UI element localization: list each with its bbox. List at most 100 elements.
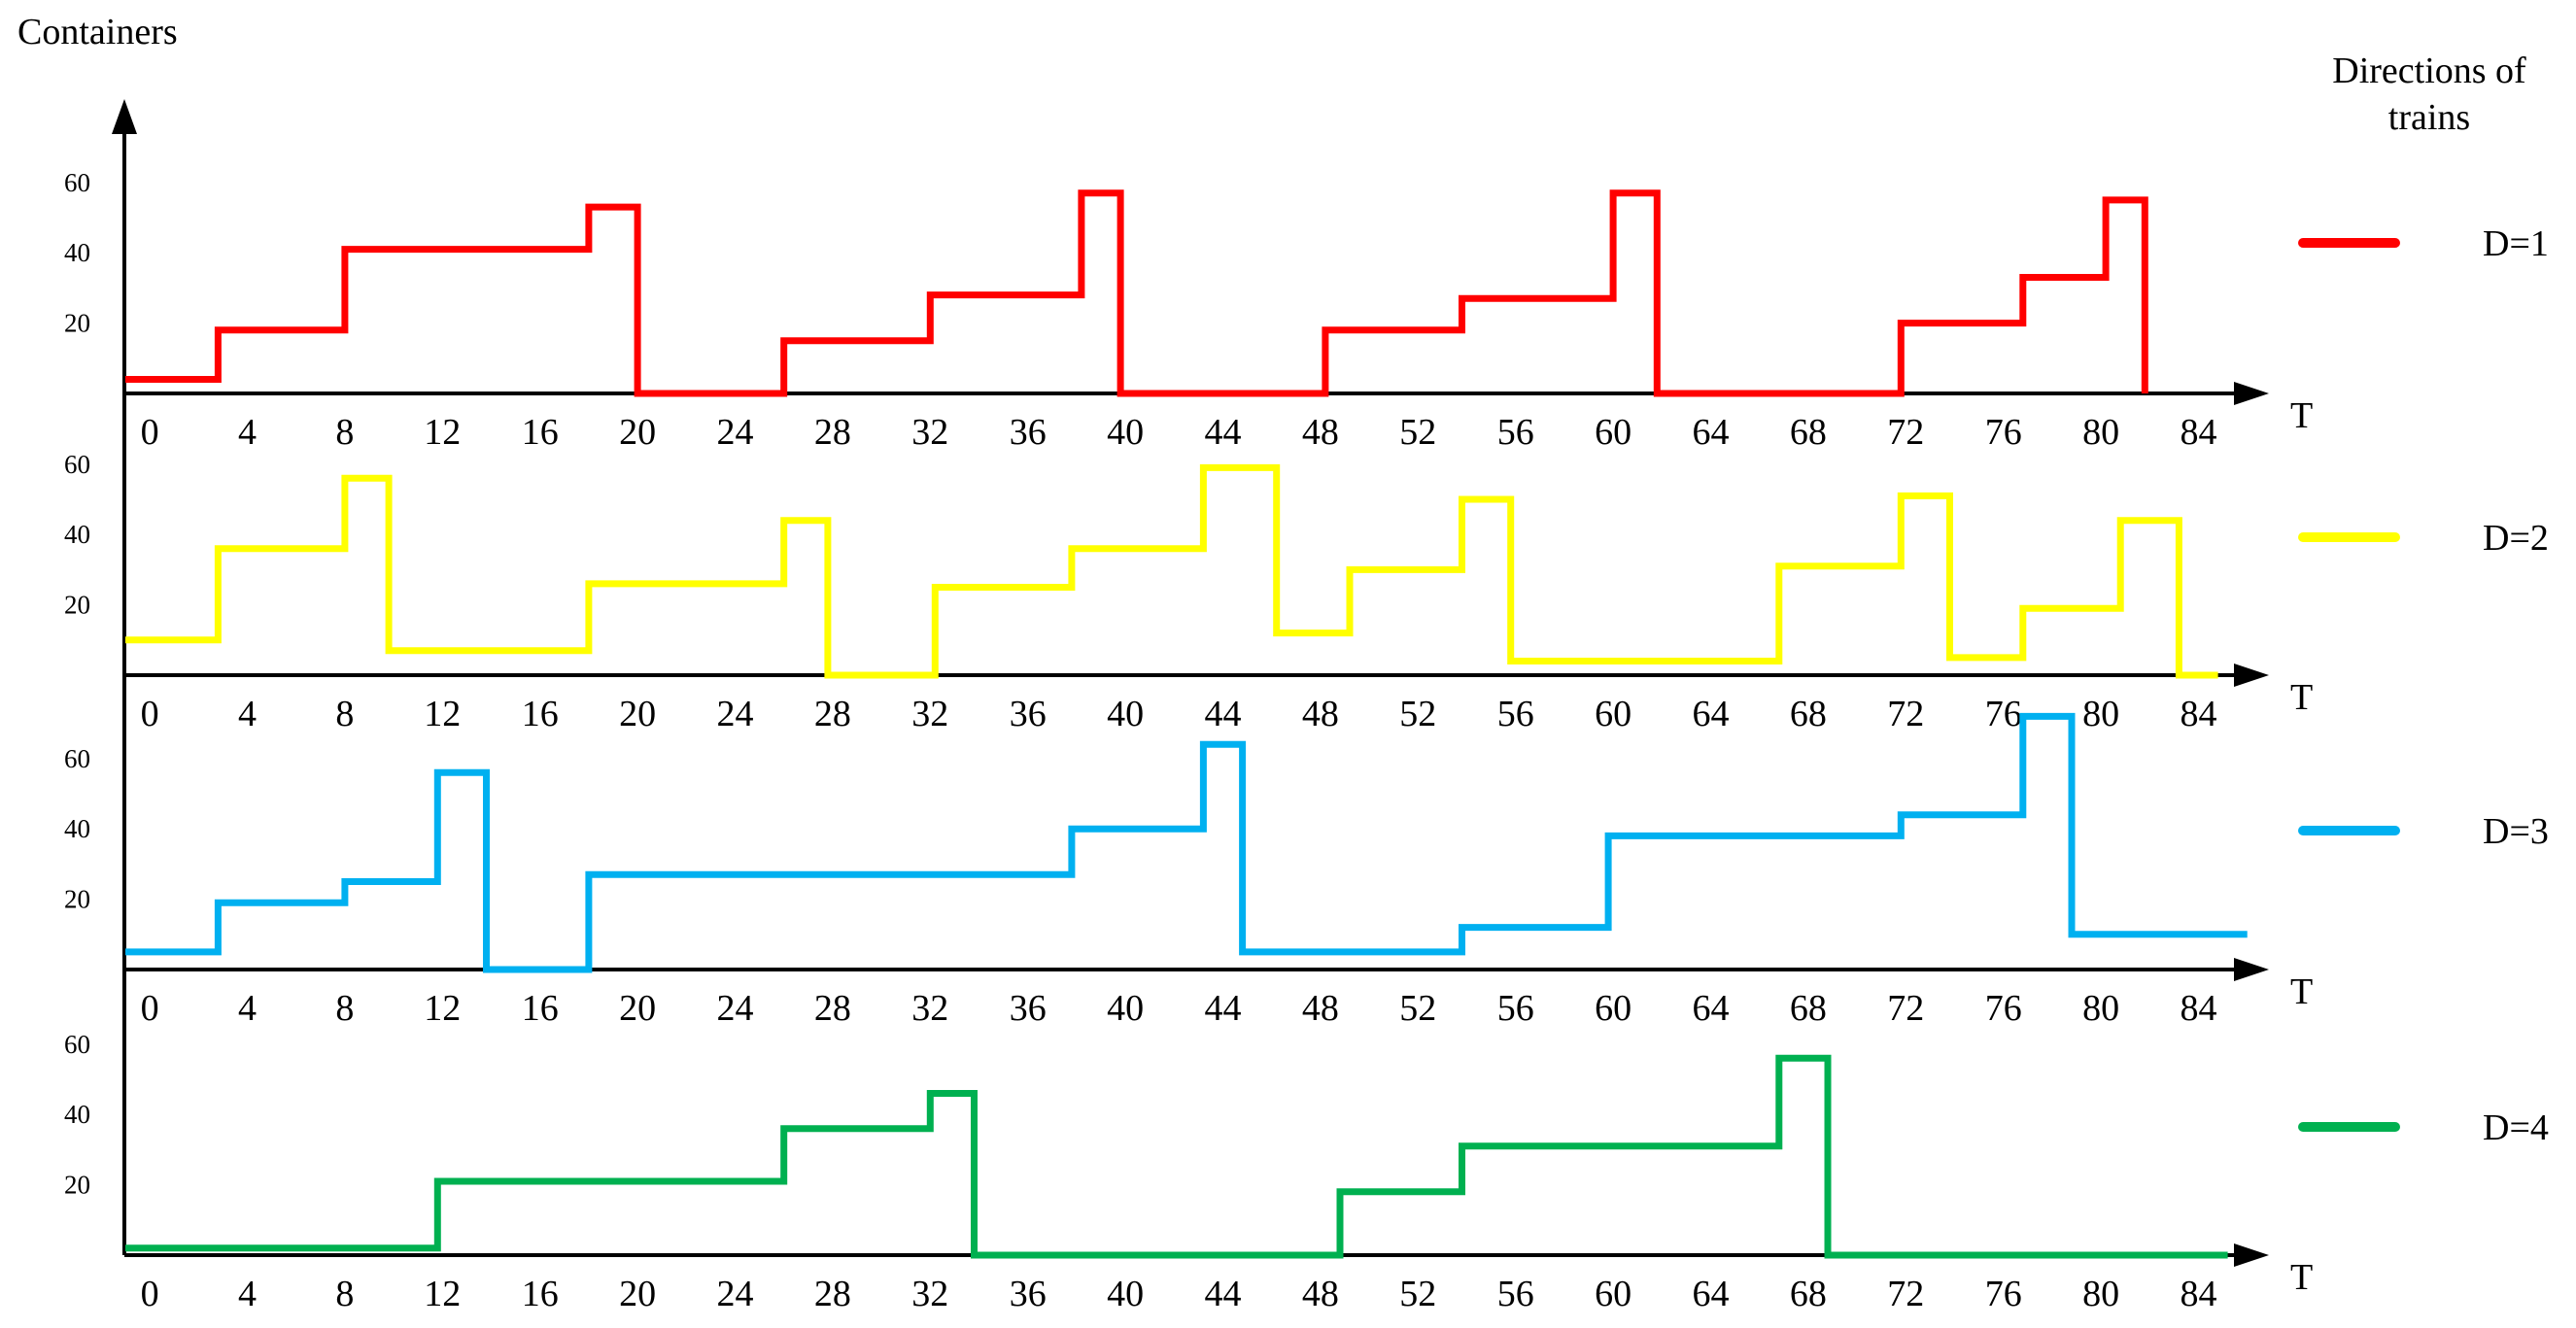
x-tick-label: 0: [141, 694, 159, 734]
x-tick-label: 48: [1302, 988, 1339, 1029]
x-axis-label: T: [2290, 395, 2313, 436]
x-tick-label: 20: [619, 694, 656, 734]
series-line-D=2: [125, 463, 2218, 679]
legend-label-D=1: D=1: [2483, 223, 2549, 264]
x-tick-label: 40: [1107, 988, 1144, 1029]
legend-title-line: trains: [2388, 97, 2470, 138]
x-tick-label: 32: [911, 694, 948, 734]
x-tick-label: 4: [238, 694, 257, 734]
legend-label-D=4: D=4: [2483, 1107, 2549, 1148]
y-tick-label: 60: [64, 1030, 90, 1059]
legend-label-D=3: D=3: [2483, 811, 2549, 852]
x-tick-label: 24: [717, 412, 754, 453]
x-tick-label: 4: [238, 412, 257, 453]
x-tick-label: 12: [424, 412, 461, 453]
x-tick-label: 24: [717, 694, 754, 734]
x-tick-label: 84: [2181, 1274, 2217, 1314]
y-tick-label: 60: [64, 450, 90, 479]
x-tick-label: 20: [619, 1274, 656, 1314]
series-line-D=1: [125, 189, 2148, 397]
x-axis-arrow: [2234, 382, 2269, 405]
x-tick-label: 8: [335, 694, 354, 734]
y-axis-label: Containers: [17, 12, 178, 52]
x-tick-label: 32: [911, 988, 948, 1029]
series-line-D=3: [125, 712, 2248, 973]
x-tick-label: 44: [1205, 412, 1242, 453]
x-tick-label: 32: [911, 1274, 948, 1314]
x-tick-label: 28: [814, 1274, 851, 1314]
x-tick-label: 76: [1985, 988, 2022, 1029]
legend-title-line: Directions of: [2332, 51, 2526, 91]
x-tick-label: 84: [2181, 412, 2217, 453]
y-tick-label: 60: [64, 744, 90, 773]
x-tick-label: 36: [1010, 412, 1047, 453]
y-tick-label: 40: [64, 814, 90, 843]
x-tick-label: 56: [1497, 1274, 1534, 1314]
x-axis-arrow: [2234, 664, 2269, 687]
x-tick-label: 8: [335, 988, 354, 1029]
x-tick-label: 64: [1693, 694, 1730, 734]
x-tick-label: 60: [1595, 988, 1631, 1029]
x-tick-label: 80: [2082, 1274, 2119, 1314]
x-tick-label: 44: [1205, 694, 1242, 734]
x-tick-label: 16: [522, 412, 559, 453]
x-tick-label: 84: [2181, 694, 2217, 734]
x-tick-label: 80: [2082, 988, 2119, 1029]
x-tick-label: 36: [1010, 1274, 1047, 1314]
x-tick-label: 80: [2082, 412, 2119, 453]
legend-title: Directions of trains: [2332, 51, 2526, 138]
x-tick-label: 60: [1595, 694, 1631, 734]
x-tick-label: 40: [1107, 694, 1144, 734]
x-tick-label: 56: [1497, 694, 1534, 734]
y-tick-label: 40: [64, 238, 90, 267]
x-tick-label: 76: [1985, 694, 2022, 734]
y-tick-label: 20: [64, 1171, 90, 1200]
x-tick-label: 12: [424, 694, 461, 734]
x-tick-label: 20: [619, 412, 656, 453]
x-tick-label: 28: [814, 988, 851, 1029]
x-tick-label: 68: [1790, 1274, 1827, 1314]
x-tick-label: 64: [1693, 988, 1730, 1029]
x-tick-label: 60: [1595, 1274, 1631, 1314]
x-tick-label: 40: [1107, 1274, 1144, 1314]
x-tick-label: 68: [1790, 412, 1827, 453]
x-tick-label: 72: [1887, 412, 1924, 453]
x-tick-label: 0: [141, 1274, 159, 1314]
x-axis-arrow: [2234, 1243, 2269, 1267]
x-tick-label: 68: [1790, 988, 1827, 1029]
x-tick-label: 4: [238, 988, 257, 1029]
x-tick-label: 64: [1693, 412, 1730, 453]
x-tick-label: 16: [522, 1274, 559, 1314]
y-tick-label: 40: [64, 1100, 90, 1129]
x-tick-label: 36: [1010, 694, 1047, 734]
x-tick-label: 64: [1693, 1274, 1730, 1314]
x-tick-label: 28: [814, 412, 851, 453]
x-tick-label: 60: [1595, 412, 1631, 453]
legend-label-D=2: D=2: [2483, 518, 2549, 559]
x-tick-label: 32: [911, 412, 948, 453]
y-tick-label: 60: [64, 168, 90, 197]
x-tick-label: 48: [1302, 694, 1339, 734]
x-tick-label: 8: [335, 412, 354, 453]
x-tick-label: 0: [141, 412, 159, 453]
legend: D=1 D=2 D=3 D=4: [2298, 223, 2549, 1148]
x-tick-label: 52: [1399, 988, 1436, 1029]
x-tick-label: 76: [1985, 1274, 2022, 1314]
x-axis-label: T: [2290, 677, 2313, 718]
x-tick-label: 68: [1790, 694, 1827, 734]
x-tick-label: 12: [424, 988, 461, 1029]
x-tick-label: 48: [1302, 412, 1339, 453]
x-axis-label: T: [2290, 1257, 2313, 1298]
y-tick-label: 20: [64, 591, 90, 620]
x-tick-label: 36: [1010, 988, 1047, 1029]
x-tick-label: 72: [1887, 694, 1924, 734]
x-axis-arrow: [2234, 958, 2269, 981]
x-tick-label: 56: [1497, 988, 1534, 1029]
x-tick-label: 72: [1887, 1274, 1924, 1314]
y-tick-label: 40: [64, 520, 90, 549]
x-tick-label: 52: [1399, 412, 1436, 453]
x-tick-label: 48: [1302, 1274, 1339, 1314]
